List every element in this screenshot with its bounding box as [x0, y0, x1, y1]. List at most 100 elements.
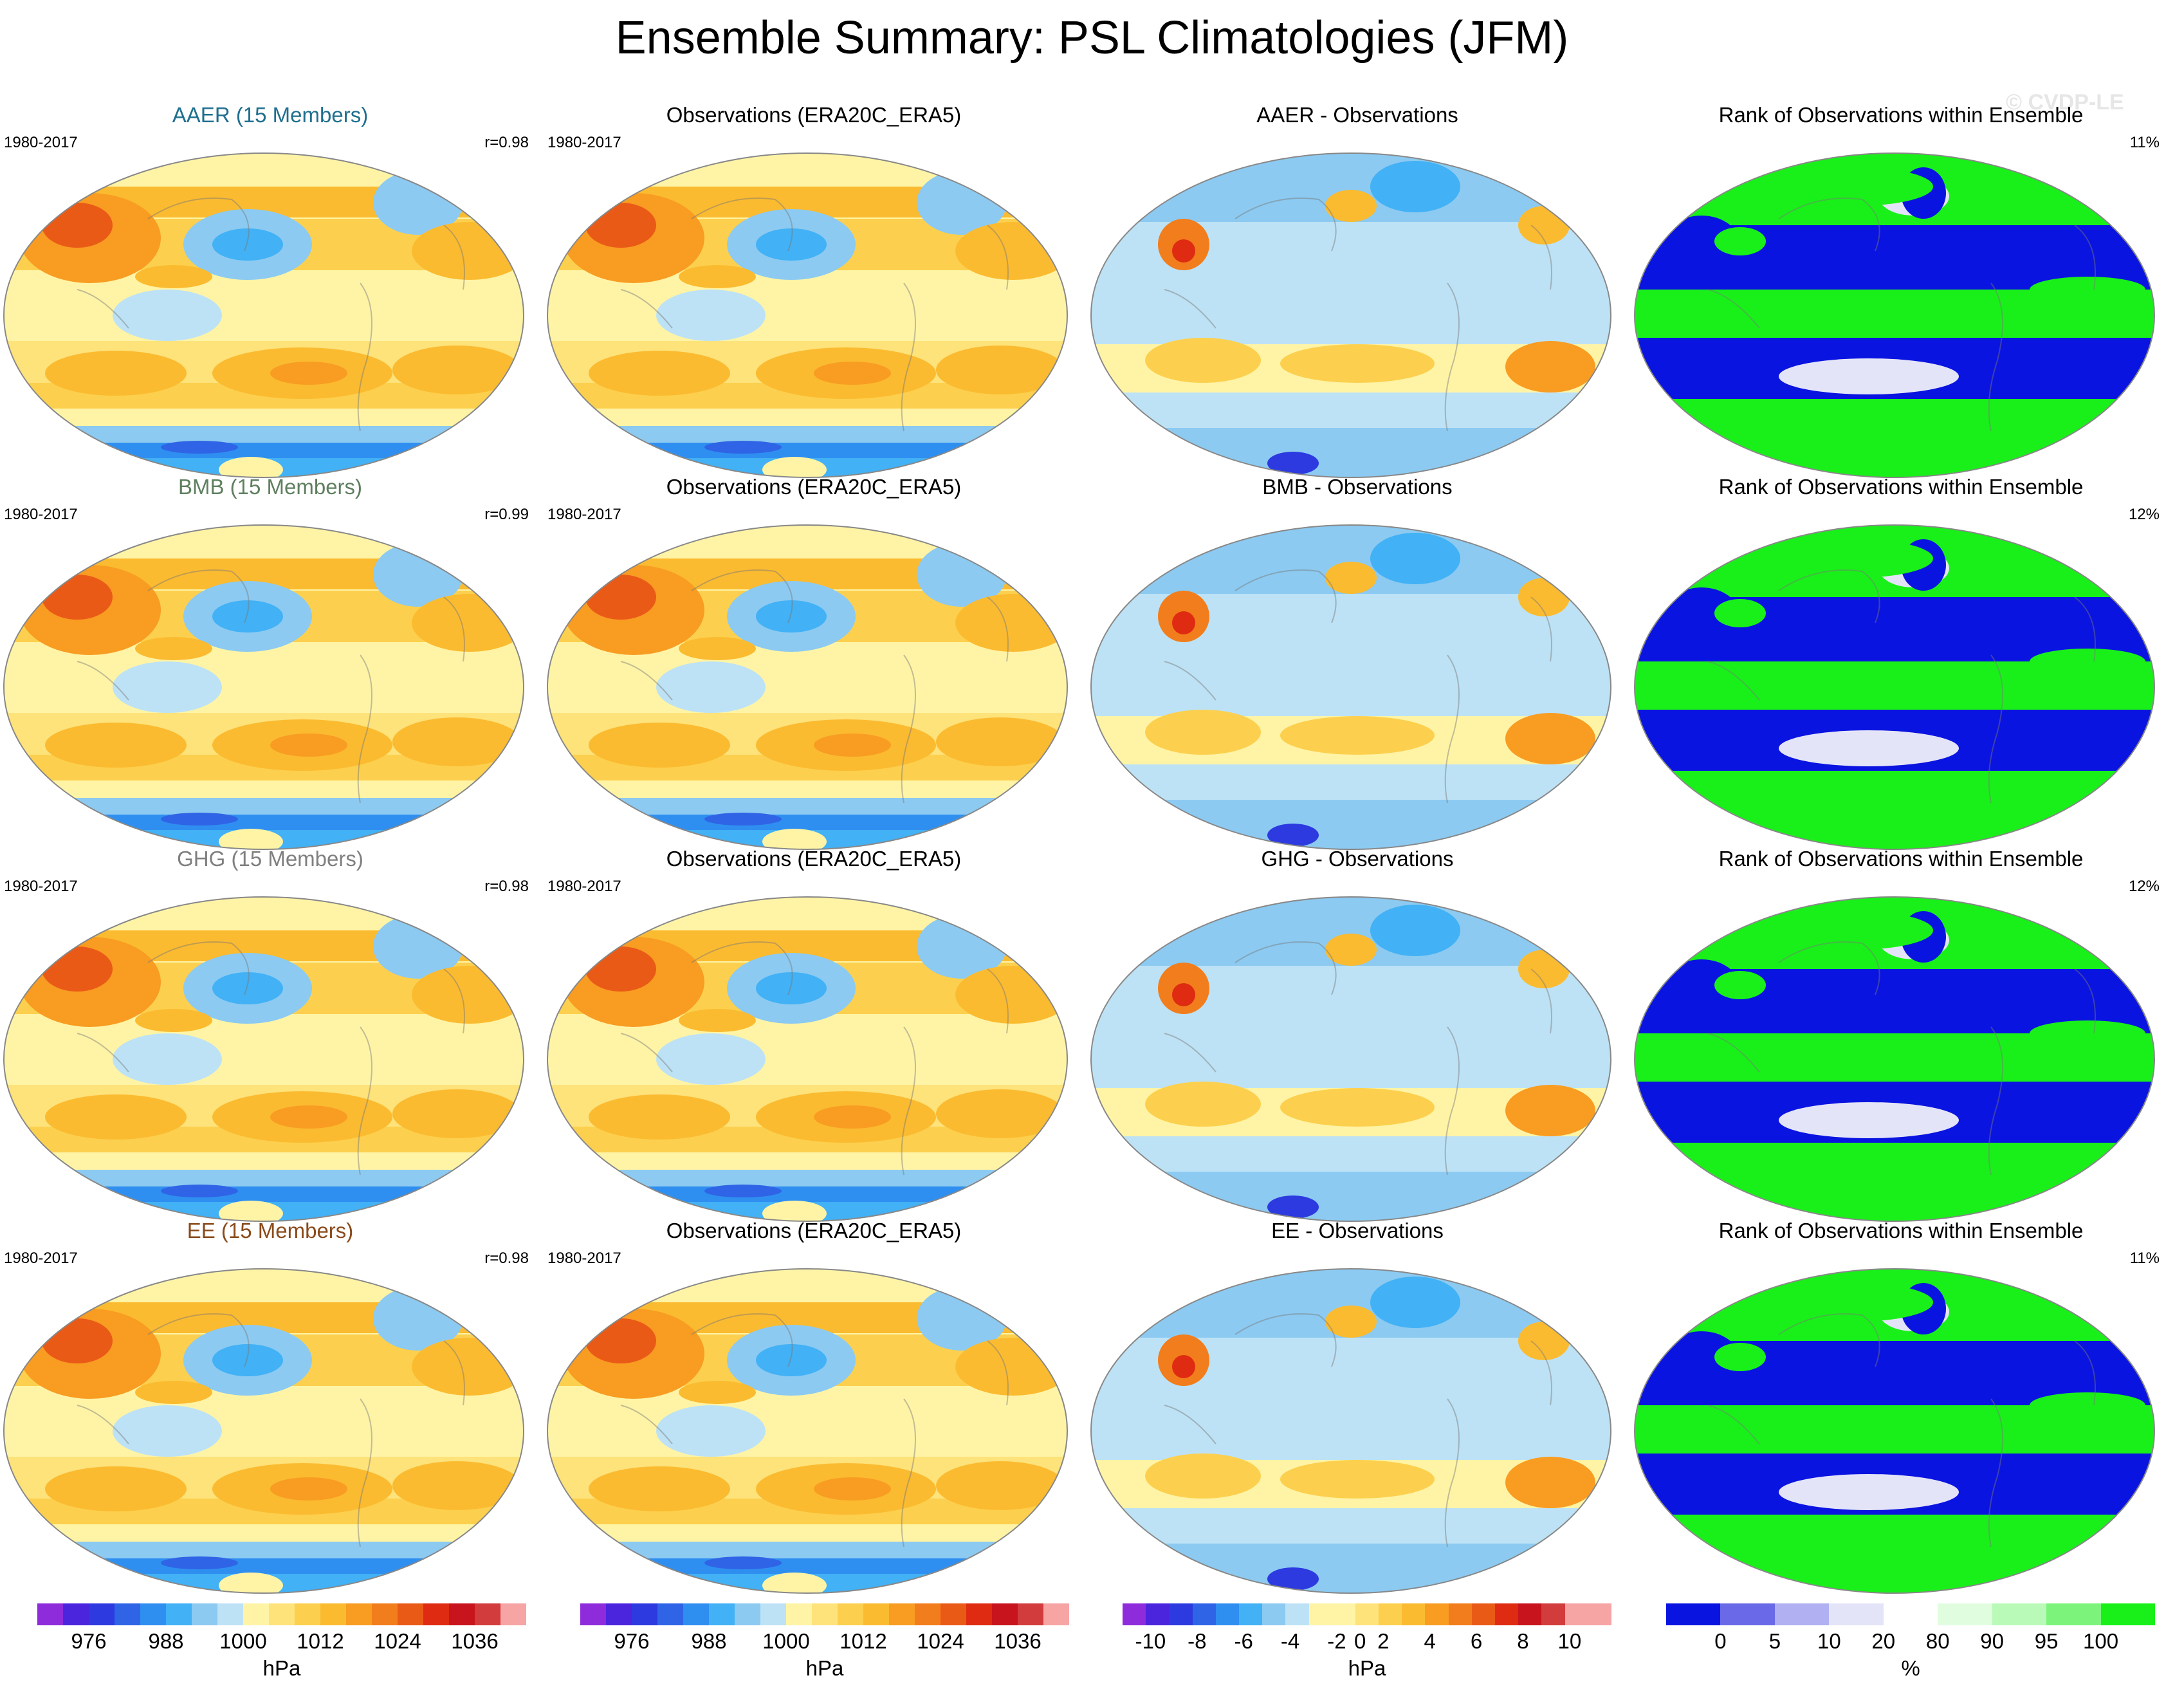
colorbar-tick-label: 10 — [1557, 1629, 1582, 1653]
difference-map — [1090, 1268, 1611, 1594]
colorbar-swatch — [1332, 1603, 1355, 1625]
colorbar-tick-label: 1000 — [219, 1629, 267, 1653]
colorbar-tick-label: 1024 — [374, 1629, 421, 1653]
colorbar-tick-label: 90 — [1980, 1629, 2005, 1653]
panel-title: GHG - Observations — [1261, 847, 1454, 871]
observations-map — [547, 152, 1068, 478]
panel-diff-1: AAER - Observations — [1087, 103, 1628, 478]
colorbar-difference: -10 -8 -6 -4 -2 0 2 4 6 8 10 hPa — [1123, 1596, 1611, 1686]
panel-title: Rank of Observations within Ensemble — [1718, 475, 2084, 499]
colorbar-tick-label: -2 — [1327, 1629, 1346, 1653]
colorbar-swatch — [1425, 1603, 1449, 1625]
colorbar-tick-label: 1012 — [297, 1629, 344, 1653]
colorbar-tick-label: 976 — [71, 1629, 107, 1653]
colorbar-swatch — [1192, 1603, 1216, 1625]
colorbar-swatch — [192, 1603, 217, 1625]
panel-title: Observations (ERA20C_ERA5) — [666, 475, 962, 499]
panel-diff-2: BMB - Observations — [1087, 475, 1628, 850]
colorbar-rank: 0 5 10 20 80 90 95 100% — [1666, 1596, 2155, 1686]
colorbar-swatch — [1720, 1603, 1775, 1625]
pattern-correlation-label: r=0.98 — [484, 1250, 529, 1267]
panel-title: EE - Observations — [1271, 1219, 1444, 1242]
colorbar-swatches — [37, 1603, 526, 1625]
colorbar-tick-label: 988 — [691, 1629, 727, 1653]
colorbar-observations: 976 988 1000 1012 1024 1036 hPa — [580, 1596, 1069, 1686]
colorbar-swatch — [1471, 1603, 1495, 1625]
difference-map — [1090, 896, 1611, 1222]
colorbar-swatch — [1938, 1603, 1992, 1625]
colorbar-tick-label: 988 — [148, 1629, 184, 1653]
colorbar-swatch — [1238, 1603, 1263, 1625]
rank-map — [1634, 524, 2155, 850]
panel-rank-3: Rank of Observations within Ensemble 12% — [1631, 847, 2171, 1222]
panel-obs-1: Observations (ERA20C_ERA5) 1980-2017 — [544, 103, 1084, 478]
colorbar-swatch — [580, 1603, 606, 1625]
observations-map — [547, 1268, 1068, 1594]
colorbar-swatch — [760, 1603, 786, 1625]
colorbar-unit-label: hPa — [805, 1656, 844, 1680]
panel-title: Observations (ERA20C_ERA5) — [666, 1219, 962, 1242]
colorbar-swatch — [709, 1603, 735, 1625]
panel-title: BMB (15 Members) — [178, 475, 363, 499]
rank-percent-label: 12% — [2128, 506, 2160, 523]
pattern-correlation-label: r=0.98 — [484, 878, 529, 895]
colorbar-swatch — [346, 1603, 372, 1625]
colorbar-tick-label: 5 — [1768, 1629, 1781, 1653]
colorbar-swatch — [735, 1603, 760, 1625]
colorbar-swatch — [786, 1603, 812, 1625]
colorbar-swatch — [1565, 1603, 1588, 1625]
colorbar-tick-label: 80 — [1925, 1629, 1950, 1653]
colorbar-swatch — [683, 1603, 709, 1625]
colorbar-tick-label: 10 — [1817, 1629, 1841, 1653]
panel-title: BMB - Observations — [1262, 475, 1453, 499]
figure-title: Ensemble Summary: PSL Climatologies (JFM… — [615, 12, 1569, 64]
observations-map — [547, 524, 1068, 850]
period-label: 1980-2017 — [4, 1250, 78, 1267]
colorbar-tick-label: 4 — [1424, 1629, 1436, 1653]
panel-model-4: EE (15 Members) 1980-2017 r=0.98 — [0, 1219, 540, 1594]
colorbar-tick-label: 20 — [1871, 1629, 1896, 1653]
colorbar-swatch — [1308, 1603, 1332, 1625]
colorbar-tick-label: 1012 — [840, 1629, 887, 1653]
colorbar-tick-label: -10 — [1135, 1629, 1166, 1653]
period-label: 1980-2017 — [547, 878, 621, 895]
colorbar-swatch — [915, 1603, 941, 1625]
colorbar-model: 976 988 1000 1012 1024 1036 hPa — [37, 1596, 526, 1686]
colorbar-swatch — [1215, 1603, 1239, 1625]
colorbar-swatch — [1448, 1603, 1472, 1625]
colorbar-swatch — [1992, 1603, 2047, 1625]
panel-diff-3: GHG - Observations — [1087, 847, 1628, 1222]
colorbar-swatch — [941, 1603, 966, 1625]
rank-percent-label: 11% — [2129, 1250, 2160, 1267]
panel-title: Rank of Observations within Ensemble — [1718, 103, 2084, 127]
colorbar-swatch — [63, 1603, 89, 1625]
colorbar-swatch — [1262, 1603, 1286, 1625]
colorbar-swatch — [1043, 1603, 1069, 1625]
colorbar-swatch — [1774, 1603, 1830, 1625]
colorbar-swatch — [1883, 1603, 1938, 1625]
colorbar-swatches — [1666, 1603, 2155, 1625]
colorbar-swatch — [37, 1603, 63, 1625]
colorbar-swatch — [1495, 1603, 1519, 1625]
pattern-correlation-label: r=0.99 — [484, 506, 529, 523]
panel-title: AAER (15 Members) — [172, 103, 369, 127]
colorbar-unit-label: hPa — [1348, 1656, 1386, 1680]
colorbar-swatch — [1285, 1603, 1309, 1625]
panel-model-2: BMB (15 Members) 1980-2017 r=0.99 — [0, 475, 540, 850]
colorbar-swatch — [657, 1603, 683, 1625]
colorbar-swatches — [1123, 1603, 1611, 1625]
rank-map — [1634, 152, 2155, 478]
colorbar-tick-label: 1000 — [762, 1629, 810, 1653]
colorbar-swatch — [217, 1603, 243, 1625]
colorbar-swatch — [1379, 1603, 1402, 1625]
colorbar-swatch — [1169, 1603, 1193, 1625]
period-label: 1980-2017 — [4, 506, 78, 523]
colorbar-tick-label: 2 — [1377, 1629, 1390, 1653]
colorbar-swatch — [992, 1603, 1018, 1625]
pattern-correlation-label: r=0.98 — [484, 134, 529, 151]
colorbar-unit-label: hPa — [262, 1656, 301, 1680]
rank-percent-label: 11% — [2129, 134, 2160, 151]
panel-model-3: GHG (15 Members) 1980-2017 r=0.98 — [0, 847, 540, 1222]
colorbar-swatch — [398, 1603, 423, 1625]
colorbar-swatch — [1829, 1603, 1884, 1625]
